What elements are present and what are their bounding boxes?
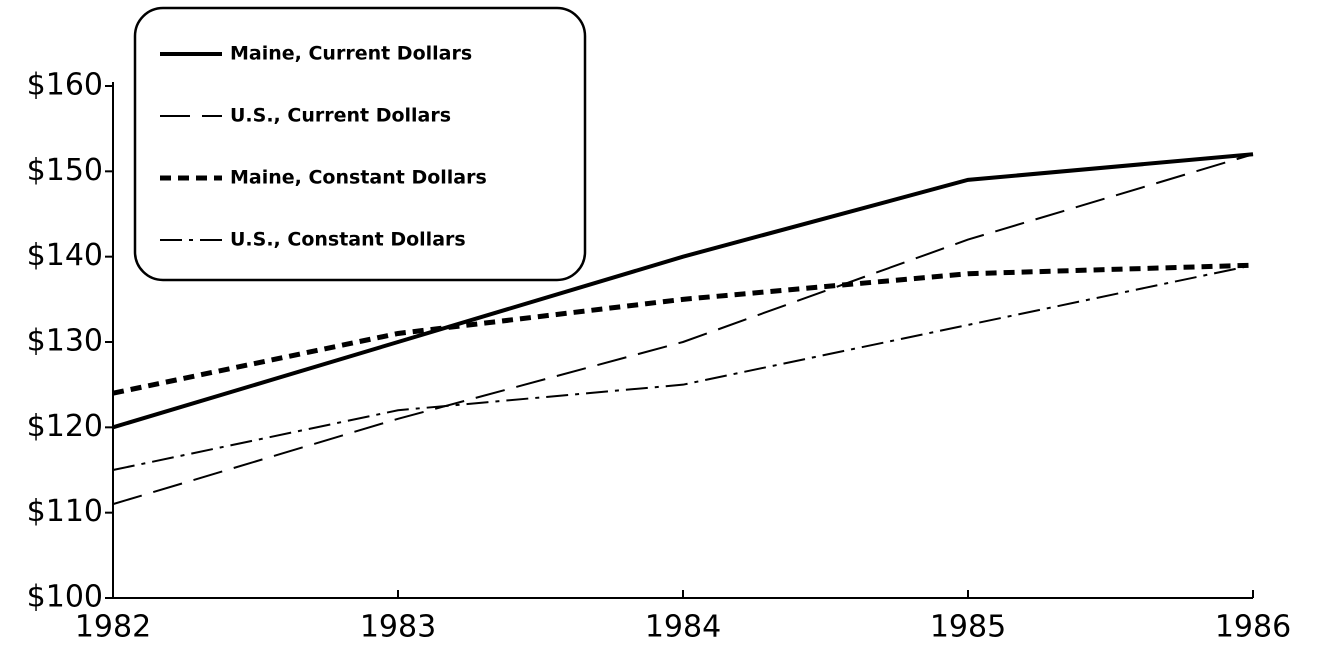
- series-line: [112, 152, 1254, 430]
- series-line: [112, 153, 1254, 506]
- x-tick-label: 1986: [1215, 610, 1291, 645]
- x-tick-label: 1985: [930, 610, 1006, 645]
- y-tick-label: $150: [27, 153, 103, 188]
- y-tick-label: $100: [27, 580, 103, 615]
- y-tick-label: $160: [27, 68, 103, 103]
- x-tick-label: 1982: [75, 610, 151, 645]
- legend-label: Maine, Current Dollars: [230, 43, 472, 65]
- legend-label: U.S., Current Dollars: [230, 105, 451, 127]
- y-tick-label: $140: [27, 238, 103, 273]
- y-tick-label: $110: [27, 494, 103, 529]
- legend-box: [133, 6, 587, 282]
- legend-label: Maine, Constant Dollars: [230, 167, 487, 189]
- legend-label: U.S., Constant Dollars: [230, 229, 466, 251]
- series-line: [112, 264, 1254, 471]
- series-line: [112, 262, 1254, 396]
- y-tick-label: $130: [27, 324, 103, 359]
- x-tick-label: 1983: [360, 610, 436, 645]
- y-tick-label: $120: [27, 409, 103, 444]
- x-tick-label: 1984: [645, 610, 721, 645]
